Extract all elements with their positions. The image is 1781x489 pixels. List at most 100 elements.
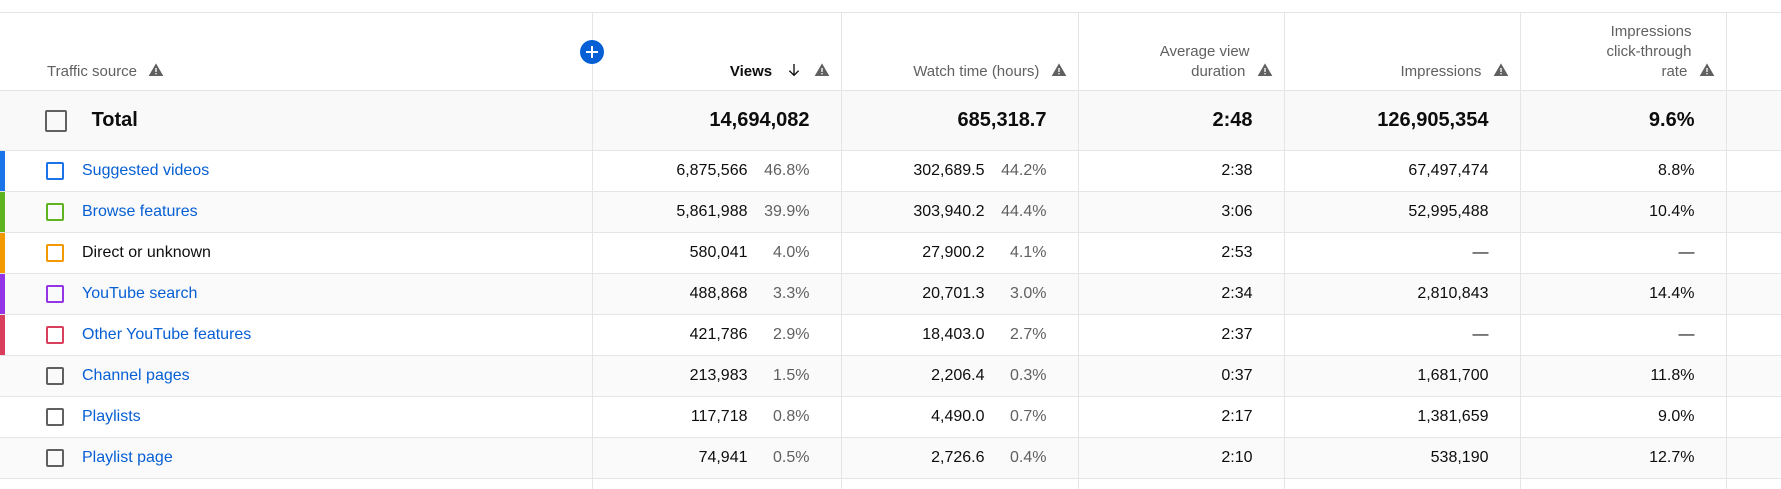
row-spacer bbox=[1726, 314, 1781, 356]
ctr-value: 8.8% bbox=[1658, 162, 1695, 179]
traffic-source-link[interactable]: Playlists bbox=[82, 407, 141, 425]
ctr-cell: 14.4% bbox=[1520, 273, 1727, 315]
watch-time-value: 2,726.6 bbox=[931, 449, 985, 466]
header-watch-time-label: Watch time (hours) bbox=[913, 63, 1040, 80]
total-views: 14,694,082 bbox=[592, 90, 842, 151]
table-row[interactable]: Direct or unknown 580,041 4.0% 27,900.2 4.1%… bbox=[0, 232, 1781, 274]
row-checkbox[interactable] bbox=[46, 325, 64, 344]
header-ctr-line1: Impressions bbox=[1610, 23, 1692, 40]
header-average-view-duration[interactable]: Average view duration bbox=[1078, 12, 1285, 91]
add-metric-button[interactable] bbox=[579, 40, 604, 64]
impressions-value: — bbox=[1472, 326, 1489, 343]
traffic-source-link[interactable]: YouTube search bbox=[82, 284, 198, 302]
header-traffic-source-label: Traffic source bbox=[47, 63, 138, 80]
table-row[interactable]: Other YouTube features 421,786 2.9% 18,403.… bbox=[0, 314, 1781, 356]
row-checkbox[interactable] bbox=[46, 366, 64, 385]
traffic-source-link[interactable]: Suggested videos bbox=[82, 161, 210, 179]
row-spacer bbox=[1726, 478, 1781, 489]
impressions-value: 1,381,659 bbox=[1417, 408, 1489, 425]
table-row[interactable]: Playlists 117,718 0.8% 4,490.0 0.7% 2:17 1,381… bbox=[0, 396, 1781, 438]
arrow-down-icon[interactable] bbox=[786, 61, 802, 79]
table-row[interactable]: Suggested videos 6,875,566 46.8% 302,689.5 4… bbox=[0, 150, 1781, 192]
warning-triangle-icon[interactable] bbox=[1256, 62, 1274, 78]
ctr-value: 10.4% bbox=[1649, 203, 1695, 220]
ctr-value: 9.0% bbox=[1658, 408, 1695, 425]
views-percent: 4.0% bbox=[773, 244, 810, 261]
series-color-stripe bbox=[0, 315, 5, 355]
ctr-cell: 11.8% bbox=[1520, 355, 1727, 397]
impressions-cell: 52,995,488 bbox=[1284, 191, 1521, 233]
row-spacer bbox=[1726, 232, 1781, 274]
add-circle-icon bbox=[585, 46, 598, 58]
series-color-stripe bbox=[0, 192, 5, 232]
traffic-source-link[interactable]: Channel pages bbox=[82, 366, 190, 384]
watch-time-cell: 20,701.3 3.0% bbox=[841, 273, 1079, 315]
total-source-cell: Total bbox=[0, 90, 593, 151]
average-view-duration-value: 2:10 bbox=[1221, 449, 1253, 466]
impressions-cell: — bbox=[1284, 232, 1521, 274]
table-row[interactable]: Playlist page 74,941 0.5% 2,726.6 0.4% 2:10 53… bbox=[0, 437, 1781, 479]
warning-triangle-icon[interactable] bbox=[1050, 62, 1068, 78]
warning-triangle-icon[interactable] bbox=[1492, 62, 1510, 78]
ctr-cell: 9.0% bbox=[1520, 396, 1727, 438]
header-views[interactable]: Views bbox=[592, 12, 842, 91]
impressions-cell bbox=[1284, 478, 1521, 489]
impressions-cell: — bbox=[1284, 314, 1521, 356]
header-impressions-ctr[interactable]: Impressions click-through rate bbox=[1520, 12, 1727, 91]
source-cell: YouTube search bbox=[0, 273, 593, 315]
row-checkbox[interactable] bbox=[46, 161, 64, 180]
traffic-source-link[interactable]: Other YouTube features bbox=[82, 325, 252, 343]
views-percent: 0.5% bbox=[773, 449, 810, 466]
table-row[interactable]: YouTube search 488,868 3.3% 20,701.3 3.0% 2:3… bbox=[0, 273, 1781, 315]
total-impressions: 126,905,354 bbox=[1284, 90, 1521, 151]
watch-time-cell bbox=[841, 478, 1079, 489]
average-view-duration-cell bbox=[1078, 478, 1285, 489]
watch-time-percent: 0.4% bbox=[1010, 449, 1047, 466]
row-checkbox[interactable] bbox=[46, 407, 64, 426]
total-checkbox[interactable] bbox=[45, 109, 67, 132]
views-cell: 488,868 3.3% bbox=[592, 273, 842, 315]
watch-time-percent: 44.4% bbox=[1001, 203, 1047, 220]
row-checkbox[interactable] bbox=[46, 284, 64, 303]
watch-time-value: 20,701.3 bbox=[922, 285, 985, 302]
ctr-cell: 10.4% bbox=[1520, 191, 1727, 233]
header-impressions[interactable]: Impressions bbox=[1284, 12, 1521, 91]
average-view-duration-cell: 2:10 bbox=[1078, 437, 1285, 479]
table-header-row: Traffic source Views W bbox=[0, 12, 1781, 91]
views-percent: 3.3% bbox=[773, 285, 810, 302]
warning-triangle-icon[interactable] bbox=[1698, 62, 1716, 78]
header-avd-line2: duration bbox=[1191, 63, 1246, 80]
watch-time-percent: 2.7% bbox=[1010, 326, 1047, 343]
average-view-duration-cell: 0:37 bbox=[1078, 355, 1285, 397]
watch-time-cell: 302,689.5 44.2% bbox=[841, 150, 1079, 192]
views-cell: 580,041 4.0% bbox=[592, 232, 842, 274]
views-percent: 39.9% bbox=[764, 203, 810, 220]
header-watch-time[interactable]: Watch time (hours) bbox=[841, 12, 1079, 91]
views-value: 5,861,988 bbox=[676, 203, 748, 220]
traffic-source-link[interactable]: Browse features bbox=[82, 202, 198, 220]
row-spacer bbox=[1726, 437, 1781, 479]
ctr-cell: 8.8% bbox=[1520, 150, 1727, 192]
row-checkbox[interactable] bbox=[46, 202, 64, 221]
series-color-stripe bbox=[0, 274, 5, 314]
table-row[interactable]: Channel pages 213,983 1.5% 2,206.4 0.3% 0:37 1… bbox=[0, 355, 1781, 397]
average-view-duration-cell: 2:17 bbox=[1078, 396, 1285, 438]
traffic-source-link[interactable]: Playlist page bbox=[82, 448, 173, 466]
table-row-partial bbox=[0, 478, 1781, 489]
warning-triangle-icon[interactable] bbox=[147, 62, 165, 78]
traffic-source-link[interactable]: Direct or unknown bbox=[82, 243, 211, 261]
warning-triangle-icon[interactable] bbox=[813, 62, 831, 78]
header-traffic-source[interactable]: Traffic source bbox=[0, 12, 604, 91]
ctr-value: — bbox=[1678, 244, 1695, 261]
row-checkbox[interactable] bbox=[46, 448, 64, 467]
total-ctr: 9.6% bbox=[1520, 90, 1727, 151]
impressions-cell: 1,381,659 bbox=[1284, 396, 1521, 438]
watch-time-value: 4,490.0 bbox=[931, 408, 985, 425]
views-cell: 6,875,566 46.8% bbox=[592, 150, 842, 192]
ctr-cell bbox=[1520, 478, 1727, 489]
header-avd-line1: Average view bbox=[1159, 43, 1250, 60]
table-row[interactable]: Browse features 5,861,988 39.9% 303,940.2 44… bbox=[0, 191, 1781, 233]
row-spacer bbox=[1726, 150, 1781, 192]
row-checkbox[interactable] bbox=[46, 243, 64, 262]
